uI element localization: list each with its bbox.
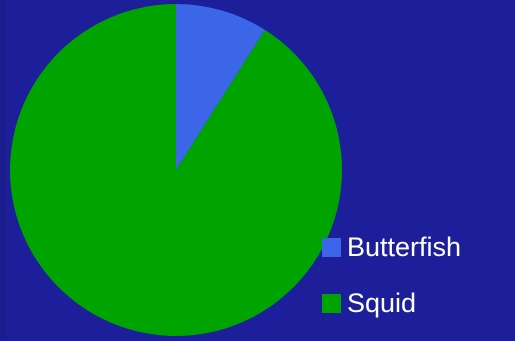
legend-label-butterfish: Butterfish [347,231,462,262]
legend-item-squid: Squid [322,285,461,321]
pie-slice-butterfish [176,4,265,170]
pie-slice-squid [9,4,343,336]
legend-swatch-squid [322,293,341,313]
legend: Butterfish Squid [322,229,461,341]
left-edge-band [0,0,6,339]
legend-label-squid: Squid [347,287,417,318]
pie-slices-group [9,4,343,336]
legend-item-butterfish: Butterfish [322,229,461,265]
legend-swatch-butterfish [322,237,341,257]
